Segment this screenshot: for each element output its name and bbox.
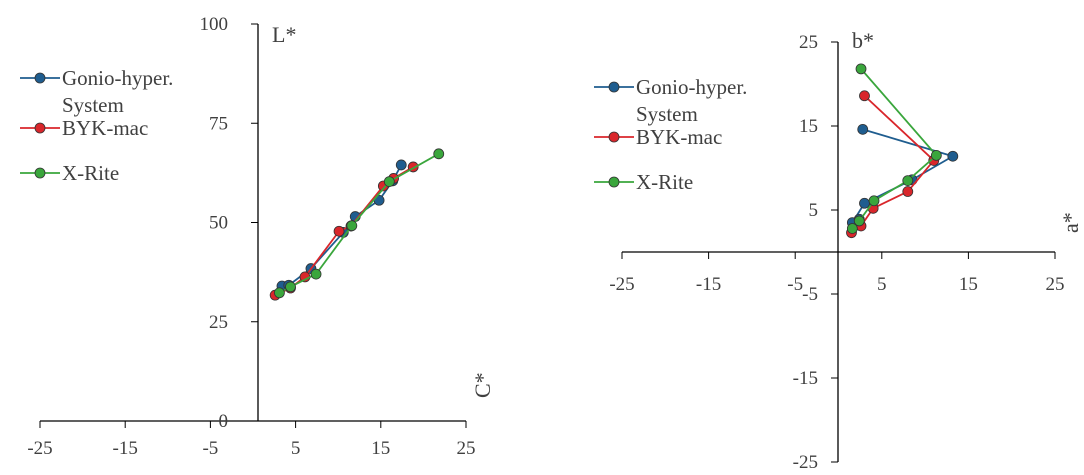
ab-data-point — [856, 64, 866, 74]
ab-data-point — [903, 187, 913, 197]
ab-x-axis-title: a* — [1058, 212, 1083, 233]
lc-x-tick-label: -25 — [27, 438, 52, 459]
lc-data-point — [285, 282, 295, 292]
lc-y-tick-label: 0 — [219, 411, 229, 432]
lc-y-tick-label: 100 — [200, 14, 229, 35]
lc-x-tick-label: -5 — [202, 438, 218, 459]
ab-data-point — [859, 91, 869, 101]
lc-data-point — [347, 221, 357, 231]
ab-legend-label: BYK-mac — [636, 125, 722, 149]
lc-legend-label: Gonio-hyper. — [62, 66, 173, 90]
ab-data-point — [847, 223, 857, 233]
ab-x-tick-label: -25 — [609, 274, 634, 295]
lc-data-point — [384, 177, 394, 187]
lc-data-point — [334, 226, 344, 236]
ab-x-tick-label: 15 — [959, 274, 978, 295]
lc-y-tick-label: 25 — [209, 312, 228, 333]
lc-x-axis-title: C* — [470, 372, 495, 398]
lc-x-tick-label: -15 — [113, 438, 138, 459]
ab-series-line-1 — [851, 96, 933, 233]
lc-y-tick-label: 50 — [209, 213, 228, 234]
lc-chart: -25 -15 -5 5 15 25 0 25 50 75 100 L* C* Gonio-hyper. S… — [20, 14, 495, 459]
ab-y-tick-label: -25 — [793, 452, 818, 473]
ab-y-tick-label: 15 — [799, 116, 818, 137]
lc-y-tick-label: 75 — [209, 113, 228, 134]
ab-data-point — [869, 196, 879, 206]
ab-x-tick-label: 25 — [1046, 274, 1065, 295]
ab-y-tick-label: -15 — [793, 368, 818, 389]
ab-data-point — [858, 124, 868, 134]
lc-data-point — [434, 149, 444, 159]
lc-legend-marker — [35, 123, 45, 133]
ab-legend-marker — [609, 82, 619, 92]
ab-x-tick-label: -5 — [787, 274, 803, 295]
ab-data-point — [903, 176, 913, 186]
ab-legend-label: X-Rite — [636, 170, 693, 194]
ab-legend-label: System — [636, 102, 698, 126]
ab-legend-marker — [609, 177, 619, 187]
ab-y-tick-label: -5 — [802, 284, 818, 305]
ab-x-tick-label: -15 — [696, 274, 721, 295]
lc-data-point — [396, 160, 406, 170]
lc-legend-marker — [35, 168, 45, 178]
lc-x-tick-label: 15 — [371, 438, 390, 459]
lc-data-point — [274, 288, 284, 298]
ab-chart: -25 -15 -5 5 15 25 -25 -15 -5 5 15 25 b* a* Gonio-hype… — [594, 28, 1083, 473]
ab-y-axis-title: b* — [852, 28, 874, 53]
ab-legend-marker — [609, 132, 619, 142]
ab-x-tick-label: 5 — [877, 274, 887, 295]
lc-legend-label: BYK-mac — [62, 116, 148, 140]
ab-data-point — [948, 151, 958, 161]
lc-legend-label: System — [62, 93, 124, 117]
lc-x-tick-label: 25 — [457, 438, 476, 459]
lc-legend-label: X-Rite — [62, 161, 119, 185]
ab-y-tick-label: 25 — [799, 32, 818, 53]
ab-legend-label: Gonio-hyper. — [636, 75, 747, 99]
lc-legend-marker — [35, 73, 45, 83]
ab-data-point — [931, 150, 941, 160]
lc-x-tick-label: 5 — [291, 438, 301, 459]
lc-y-axis-title: L* — [272, 22, 296, 47]
ab-y-tick-label: 5 — [809, 200, 819, 221]
lc-data-point — [311, 269, 321, 279]
